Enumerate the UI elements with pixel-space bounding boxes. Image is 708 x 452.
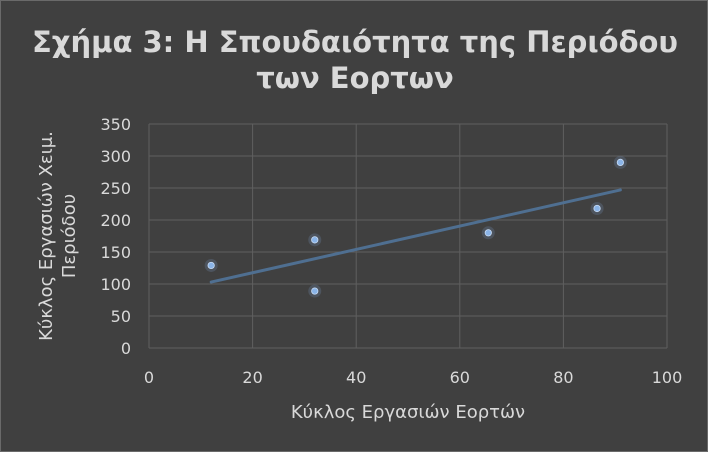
- y-tick-label: 300: [100, 147, 131, 166]
- x-tick-label: 100: [652, 368, 683, 387]
- data-point: [593, 204, 601, 213]
- trendline-layer: [209, 188, 622, 284]
- y-tick-label: 50: [111, 307, 131, 326]
- chart-title-line-2: των Εορτων: [256, 61, 454, 95]
- x-tick-label: 0: [144, 368, 154, 387]
- chart-title-line-1: Σχήμα 3: Η Σπουδαιότητα της Περιόδου: [32, 25, 678, 59]
- data-point: [207, 261, 215, 270]
- linear-trendline: [209, 188, 622, 284]
- data-point: [484, 229, 492, 237]
- data-point: [616, 158, 624, 166]
- x-tick-label: 60: [450, 368, 470, 387]
- y-tick-label: 150: [100, 243, 131, 262]
- grid-lines: [148, 123, 668, 349]
- x-tick-label: 20: [242, 368, 262, 387]
- y-tick-label: 200: [100, 211, 131, 230]
- data-point: [311, 287, 319, 295]
- data-points: [204, 155, 627, 298]
- y-axis-label-line-2: Περιόδου: [59, 194, 80, 278]
- x-tick-label: 80: [553, 368, 573, 387]
- tick-labels: 0 50 100 150 200 250 300 350 0 20 40 60 80 100: [100, 115, 682, 387]
- data-point: [311, 236, 319, 244]
- x-tick-label: 40: [346, 368, 366, 387]
- y-tick-label: 250: [100, 179, 131, 198]
- y-tick-label: 100: [100, 275, 131, 294]
- y-axis-label-line-1: Κύκλος Εργασιών Χειμ.: [36, 131, 57, 341]
- x-axis-label: Κύκλος Εργασιών Εορτών: [291, 402, 525, 423]
- y-tick-label: 0: [121, 339, 131, 358]
- y-tick-label: 350: [100, 115, 131, 134]
